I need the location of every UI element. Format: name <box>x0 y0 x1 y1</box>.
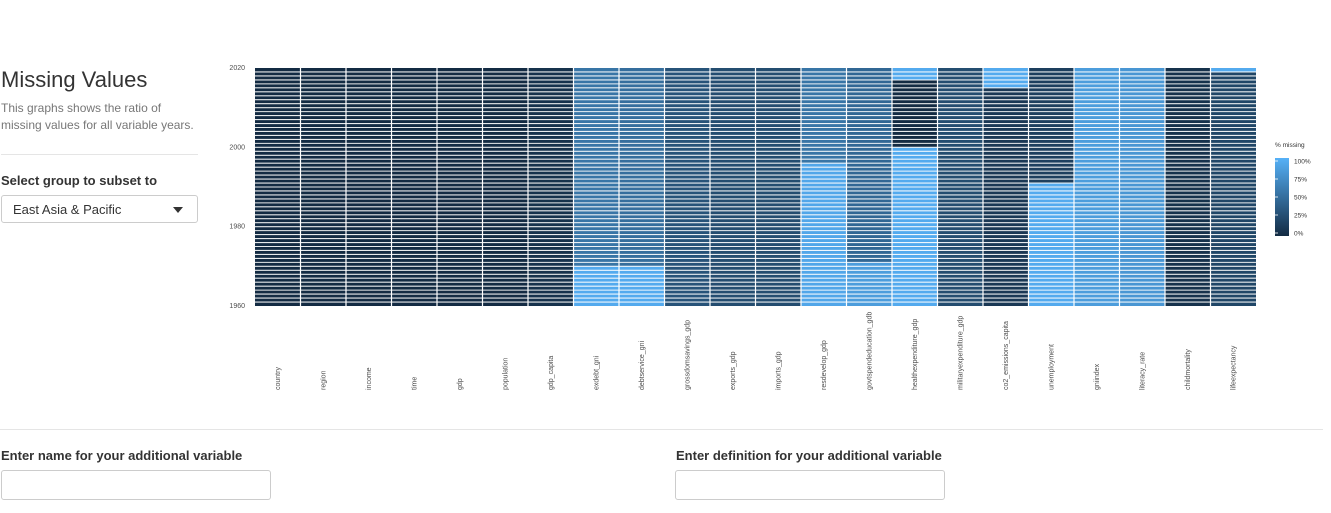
y-tick-label: 1960 <box>229 303 245 310</box>
legend-label: 0% <box>1294 231 1304 238</box>
y-tick-label: 1980 <box>229 224 245 231</box>
section-divider <box>0 429 1323 430</box>
legend-label: 100% <box>1294 159 1311 166</box>
sidebar-panel: Missing Values This graphs shows the rat… <box>1 66 198 223</box>
x-tick-label: time <box>411 377 418 390</box>
page-description: This graphs shows the ratio of missing v… <box>1 101 194 132</box>
x-tick-label: gdp_capita <box>548 356 555 390</box>
heatmap-cell-unemployment <box>1028 183 1074 306</box>
x-tick-label: population <box>502 358 509 390</box>
heatmap-cell-healthexpenditure_gdp <box>892 68 938 80</box>
x-tick-label: childmortality <box>1185 349 1192 390</box>
chevron-down-icon <box>173 207 183 213</box>
heatmap-cell-unemployment <box>1028 68 1074 184</box>
heatmap-cell-govtspendeducation_gdb <box>846 68 892 263</box>
x-tick-label: healthexpenditure_gdp <box>912 319 919 390</box>
page-title: Missing Values <box>1 67 148 92</box>
group-select-label: Select group to subset to <box>1 173 158 188</box>
x-tick-label: income <box>366 367 373 390</box>
x-tick-label: resdevelop_gdp <box>821 340 828 390</box>
x-tick-label: militaryexpenditure_gdp <box>957 316 964 390</box>
heatmap-cell-lifeexpectancy <box>1210 68 1256 72</box>
x-tick-label: grossdomsavings_gdp <box>684 320 691 390</box>
x-tick-label: unemployment <box>1048 344 1055 390</box>
y-tick-label: 2000 <box>229 144 245 151</box>
legend-label: 75% <box>1294 177 1307 184</box>
heatmap-cell-govtspendeducation_gdb <box>846 262 892 306</box>
heatmap-cell-co2_emissions_capita <box>983 68 1029 88</box>
heatmap-cell-lifeexpectancy <box>1210 71 1256 306</box>
x-tick-label: lifeexpectancy <box>1230 345 1237 390</box>
legend-title: % missing <box>1275 142 1305 149</box>
x-tick-label: gniindex <box>1094 363 1101 390</box>
heatmap-cell-co2_emissions_capita <box>983 87 1029 306</box>
group-select[interactable]: East Asia & Pacific <box>1 195 198 223</box>
x-tick-label: gdp <box>457 378 464 390</box>
missing-values-heatmap: 2020 2000 1980 1960 country region income time g… <box>229 65 1311 390</box>
x-tick-label: exdebt_gni <box>593 355 600 390</box>
x-tick-label: govtspendeducation_gdb <box>866 312 873 390</box>
y-tick-label: 2020 <box>229 65 245 72</box>
x-tick-label: literacy_rate <box>1139 352 1146 390</box>
legend-label: 25% <box>1294 213 1307 220</box>
heatmap-cell-healthexpenditure_gdp <box>892 79 938 148</box>
variable-name-input[interactable] <box>1 470 271 500</box>
variable-definition-label: Enter definition for your additional var… <box>676 448 942 463</box>
x-tick-label: region <box>320 370 327 390</box>
legend-label: 50% <box>1294 195 1307 202</box>
sidebar-divider <box>1 154 198 155</box>
group-select-value: East Asia & Pacific <box>13 202 122 217</box>
x-tick-label: country <box>275 367 282 390</box>
x-tick-label: co2_emissions_capita <box>1003 321 1010 390</box>
x-tick-label: exports_gdp <box>730 351 737 390</box>
legend-colorbar <box>1275 158 1289 236</box>
x-tick-label: imports_gdp <box>775 351 782 390</box>
variable-name-label: Enter name for your additional variable <box>1 448 243 463</box>
variable-definition-input[interactable] <box>675 470 945 500</box>
x-tick-label: debtservice_gni <box>639 341 646 390</box>
